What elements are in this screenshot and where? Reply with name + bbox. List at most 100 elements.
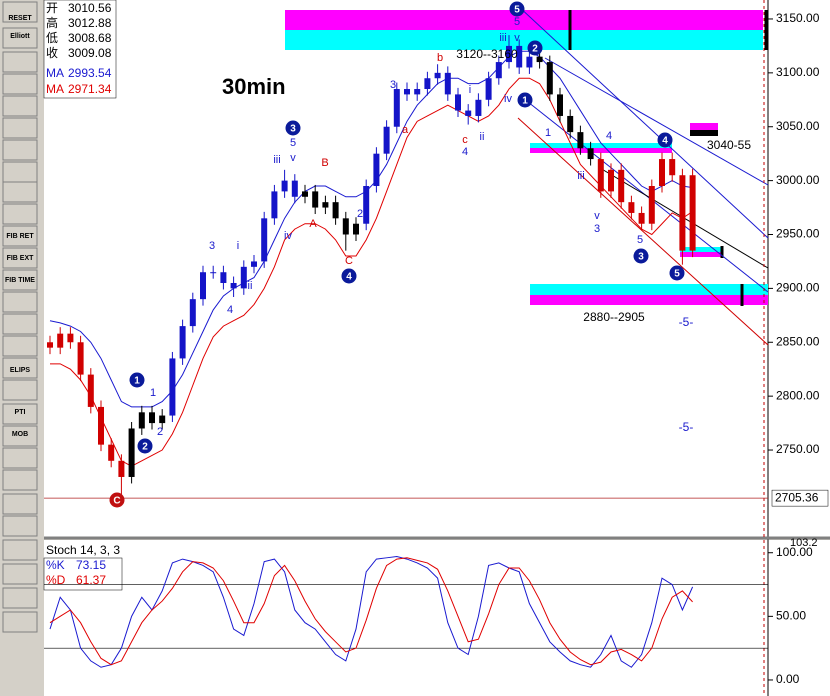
info-value: 3009.08: [68, 46, 112, 60]
candle-body: [689, 175, 696, 251]
info-value: 3008.68: [68, 31, 112, 45]
tool-button[interactable]: [2, 469, 38, 491]
zone: [285, 30, 763, 50]
candle-body: [414, 89, 421, 95]
tool-button[interactable]: [2, 1, 38, 23]
legend-name: %K: [46, 558, 65, 572]
wave-circle-label: 4: [662, 136, 668, 147]
tool-button[interactable]: [2, 139, 38, 161]
candle-body: [281, 180, 288, 192]
candle-body: [128, 428, 135, 477]
wave-label: ii: [248, 280, 253, 292]
tool-button[interactable]: [2, 539, 38, 561]
y-tick-label: 2950.00: [776, 227, 820, 241]
candle-body: [220, 272, 227, 283]
candle-body: [393, 89, 400, 127]
candle-body: [342, 218, 349, 235]
wave-circle-label: 1: [134, 376, 140, 387]
wave-circle-label: 3: [638, 252, 644, 263]
tool-button[interactable]: [2, 181, 38, 203]
stoch-title: Stoch 14, 3, 3: [46, 543, 120, 557]
info-label: 低: [46, 31, 58, 45]
stoch-line: [49, 557, 693, 666]
candle-body: [138, 412, 145, 429]
y-tick-label: 2900.00: [776, 281, 820, 295]
candle-body: [434, 72, 441, 79]
wave-circle-label: 5: [514, 5, 520, 16]
tool-button[interactable]: [2, 117, 38, 139]
candle-body: [159, 415, 166, 424]
price-tag-label: 2705.36: [775, 490, 819, 504]
candle-body: [47, 342, 53, 348]
toolbar: RESET Elliott FIB RET FIB EXT FIB TIME ELIPS P…: [0, 0, 42, 696]
tool-button[interactable]: [2, 269, 38, 291]
tool-label: Elliott: [10, 33, 30, 40]
tool-button[interactable]: [2, 27, 38, 49]
tool-button[interactable]: [2, 291, 38, 313]
tool-button[interactable]: [2, 313, 38, 335]
tool-label: ELIPS: [10, 367, 31, 374]
candle-body: [485, 78, 492, 100]
candle-body: [587, 148, 594, 160]
tool-button[interactable]: [2, 587, 38, 609]
tool-button[interactable]: [2, 203, 38, 225]
tool-button[interactable]: [2, 425, 38, 447]
candle-body: [108, 444, 115, 461]
wave-circle: [633, 248, 649, 264]
zone: [530, 143, 672, 148]
ma-legend-value: 2993.54: [68, 66, 112, 80]
wave-label: 5: [637, 234, 643, 246]
moving-average: [49, 50, 693, 408]
note: -5-: [679, 315, 694, 329]
candle-body: [271, 191, 278, 219]
zone: [285, 10, 763, 30]
wave-label: ii: [480, 131, 485, 143]
tool-label: FIB TIME: [5, 277, 35, 284]
tool-button[interactable]: [2, 225, 38, 247]
wave-circle: [109, 492, 125, 508]
candle-body: [557, 94, 563, 116]
candle-body: [495, 62, 502, 79]
candle-body: [567, 115, 574, 133]
wave-label: iv: [504, 93, 512, 105]
candle-body: [67, 333, 74, 343]
candle-body: [597, 159, 604, 192]
tool-button[interactable]: [2, 563, 38, 585]
candle-body: [261, 218, 268, 262]
tool-label: FIB EXT: [7, 255, 35, 262]
info-value: 3012.88: [68, 16, 112, 30]
wave-label: A: [309, 218, 317, 230]
chart-title: 30min: [222, 74, 286, 99]
candle-body: [465, 110, 472, 116]
tool-button[interactable]: [2, 73, 38, 95]
y-tick-label: 50.00: [776, 609, 806, 623]
tool-button[interactable]: [2, 447, 38, 469]
tool-button[interactable]: [2, 51, 38, 73]
candle-body: [577, 132, 584, 149]
legend-name: %D: [46, 573, 66, 587]
tool-button[interactable]: [2, 95, 38, 117]
y-tick-label: 2850.00: [776, 334, 820, 348]
tool-button[interactable]: [2, 493, 38, 515]
info-label: 开: [46, 1, 58, 15]
tool-button[interactable]: [2, 611, 38, 633]
candle-body: [669, 159, 676, 176]
trend-line: [516, 4, 769, 239]
y-tick-label: 3150.00: [776, 11, 820, 25]
wave-label: 4: [227, 304, 233, 316]
tool-button[interactable]: [2, 357, 38, 379]
ma-legend-name: MA: [46, 66, 64, 80]
moving-average: [50, 77, 693, 467]
tool-button[interactable]: [2, 403, 38, 425]
tool-button[interactable]: [2, 161, 38, 183]
wave-label: iii: [273, 154, 280, 166]
tool-button[interactable]: [2, 379, 38, 401]
wave-label: 2: [157, 426, 163, 438]
candle-body: [404, 89, 410, 95]
tool-button[interactable]: [2, 247, 38, 269]
wave-label: iii: [577, 170, 584, 182]
candle-body: [149, 412, 155, 424]
zone: [530, 295, 768, 305]
tool-button[interactable]: [2, 515, 38, 537]
tool-button[interactable]: [2, 335, 38, 357]
